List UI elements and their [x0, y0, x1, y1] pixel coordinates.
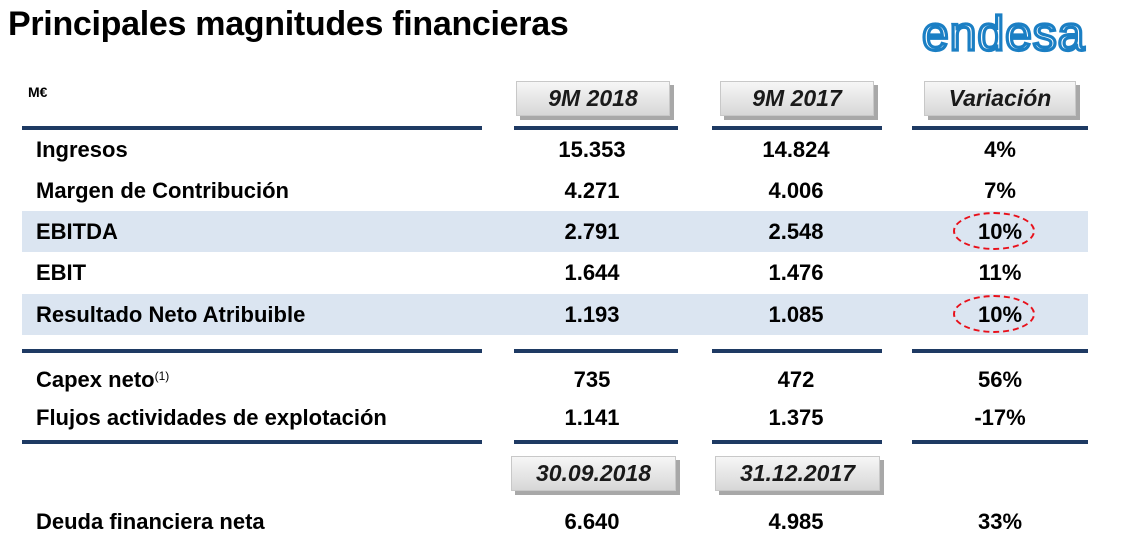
highlight-circle-ebitda [953, 212, 1035, 250]
unit-label: M€ [28, 84, 48, 100]
value-9m-2017: 1.085 [768, 302, 824, 327]
value-9m-2017: 2.548 [768, 219, 824, 244]
header-rule-col2 [712, 126, 882, 130]
header-9m-2017: 9M 2017 [720, 81, 874, 116]
header-rule-label [22, 126, 482, 130]
header-rule-col1 [514, 126, 678, 130]
value-variacion: 56% [977, 367, 1023, 392]
row-label: Capex neto(1) [36, 360, 169, 400]
header-date-30-09-2018: 30.09.2018 [511, 456, 676, 491]
header-9m-2018: 9M 2018 [516, 81, 670, 116]
value-9m-2018: 1.644 [564, 260, 620, 285]
band-resultado-neto [22, 294, 1088, 335]
table-row: Ingresos 15.353 14.824 4% [0, 130, 1135, 170]
value-30-09-2018: 6.640 [564, 509, 620, 534]
table-row: Deuda financiera neta 6.640 4.985 33% [0, 502, 1135, 542]
value-9m-2018: 1.141 [564, 405, 620, 430]
page-title: Principales magnitudes financieras [8, 5, 569, 43]
endesa-logo: endesa [922, 6, 1086, 60]
section-rule-col1-2 [514, 440, 678, 444]
value-variacion: 7% [984, 178, 1016, 203]
value-31-12-2017: 4.985 [768, 509, 824, 534]
value-variacion: 11% [978, 260, 1022, 285]
table-row: Margen de Contribución 4.271 4.006 7% [0, 171, 1135, 211]
value-9m-2017: 1.476 [768, 260, 824, 285]
row-label: Resultado Neto Atribuible [36, 302, 306, 327]
value-9m-2017: 472 [777, 367, 815, 392]
value-9m-2017: 4.006 [768, 178, 824, 203]
value-variacion: 4% [984, 137, 1016, 162]
value-9m-2017: 14.824 [762, 137, 830, 162]
row-label: Ingresos [36, 137, 128, 162]
section-rule-col2 [712, 349, 882, 353]
capex-label: Capex neto [36, 367, 155, 392]
value-9m-2018: 735 [573, 367, 611, 392]
section-rule-col2-2 [712, 440, 882, 444]
value-9m-2018: 4.271 [564, 178, 620, 203]
section-rule-col3-2 [912, 440, 1088, 444]
footnote-marker: (1) [154, 369, 170, 383]
row-label: EBITDA [36, 219, 118, 244]
row-label: Deuda financiera neta [36, 509, 265, 534]
value-9m-2018: 2.791 [564, 219, 620, 244]
header-variacion: Variación [924, 81, 1076, 116]
header-date-31-12-2017: 31.12.2017 [715, 456, 880, 491]
value-variacion: 33% [977, 509, 1023, 534]
header-rule-col3 [912, 126, 1088, 130]
table-row: Capex neto(1) 735 472 56% [0, 360, 1135, 400]
table-row: EBIT 1.644 1.476 11% [0, 253, 1135, 293]
value-9m-2017: 1.375 [768, 405, 824, 430]
logo-text: endesa [922, 8, 1085, 60]
row-label: Flujos actividades de explotación [36, 405, 387, 430]
highlight-circle-resultado-neto [953, 295, 1035, 333]
section-rule-col3 [912, 349, 1088, 353]
row-label: EBIT [36, 260, 87, 285]
table-row: Flujos actividades de explotación 1.141 … [0, 398, 1135, 438]
value-9m-2018: 15.353 [558, 137, 626, 162]
section-rule-col1 [514, 349, 678, 353]
band-ebitda [22, 211, 1088, 252]
row-label: Margen de Contribución [36, 178, 289, 203]
value-variacion: -17% [974, 405, 1026, 430]
value-9m-2018: 1.193 [564, 302, 620, 327]
section-rule-label-2 [22, 440, 482, 444]
section-rule-label [22, 349, 482, 353]
